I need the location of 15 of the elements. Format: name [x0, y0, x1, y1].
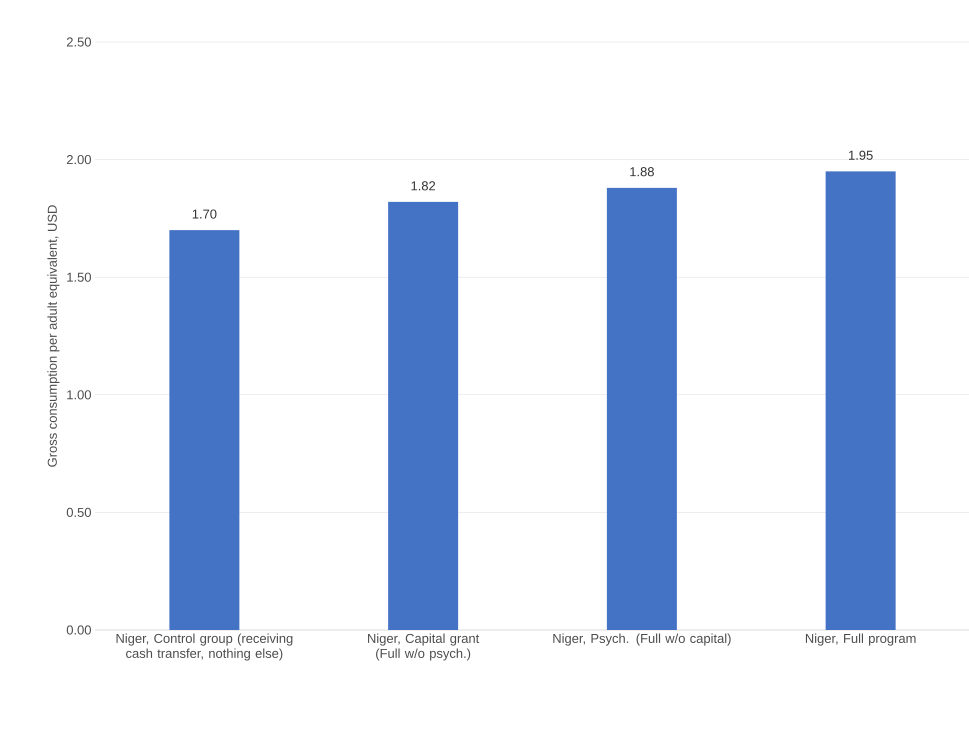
- y-tick-label: 0.00: [66, 625, 91, 635]
- data-label: 1.70: [192, 209, 216, 219]
- y-tick-label: 1.50: [67, 272, 91, 282]
- data-label: 1.95: [849, 150, 873, 160]
- data-label: 1.88: [630, 167, 654, 176]
- y-tick-label: 2.50: [66, 37, 91, 47]
- data-label: 1.82: [412, 181, 436, 190]
- x-tick-label: Niger, Control group (receiving cash transfer, nothing else): [116, 634, 292, 661]
- x-tick-label: Niger, Full program: [806, 634, 916, 646]
- y-tick-label: 0.50: [66, 508, 91, 517]
- y-axis-title: Gross consumption per adult equivalent, USD: [47, 205, 60, 467]
- y-tick-label: 2.00: [66, 155, 91, 164]
- x-tick-label: Niger, Capital grant (Full w/o psych.): [368, 634, 480, 661]
- y-tick-label: 1.00: [67, 390, 91, 400]
- x-tick-label: Niger, Psych. (Full w/o capital): [553, 634, 731, 646]
